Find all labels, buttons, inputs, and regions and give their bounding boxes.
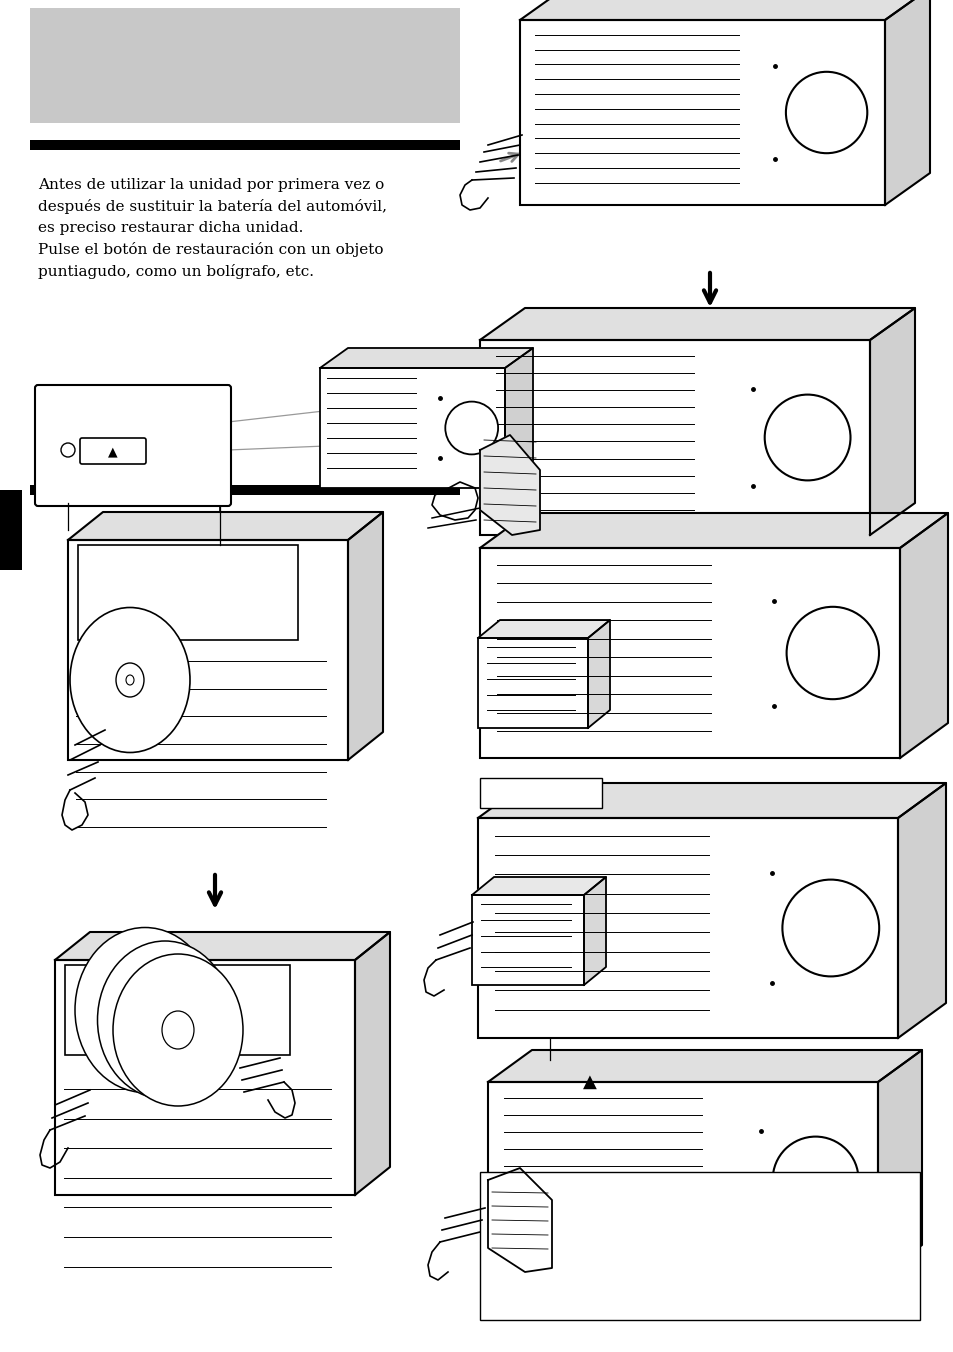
Polygon shape [479, 308, 914, 339]
FancyBboxPatch shape [35, 385, 231, 506]
Text: Antes de utilizar la unidad por primera vez o
después de sustituir la batería de: Antes de utilizar la unidad por primera … [38, 178, 387, 280]
Bar [78, 545, 297, 639]
Bar [65, 965, 290, 1055]
Polygon shape [348, 512, 382, 760]
Polygon shape [55, 932, 390, 960]
Polygon shape [488, 1168, 552, 1272]
Polygon shape [355, 932, 390, 1195]
Polygon shape [877, 1051, 921, 1278]
Polygon shape [479, 512, 947, 548]
Ellipse shape [70, 607, 190, 753]
Polygon shape [488, 1051, 921, 1082]
Circle shape [445, 402, 497, 454]
Polygon shape [504, 347, 533, 488]
Polygon shape [884, 0, 929, 206]
Polygon shape [472, 877, 605, 895]
Bar [519, 20, 884, 206]
Circle shape [61, 443, 75, 457]
Polygon shape [319, 347, 533, 368]
Circle shape [785, 72, 866, 153]
Polygon shape [477, 621, 609, 638]
Text: ▲: ▲ [108, 446, 117, 458]
Polygon shape [897, 783, 945, 1038]
Bar [68, 539, 348, 760]
Polygon shape [899, 512, 947, 758]
Circle shape [772, 1137, 858, 1222]
Bar [30, 485, 459, 495]
Bar [55, 960, 355, 1195]
FancyBboxPatch shape [80, 438, 146, 464]
Ellipse shape [112, 955, 243, 1106]
Ellipse shape [126, 675, 133, 685]
Circle shape [786, 607, 878, 699]
Polygon shape [583, 877, 605, 986]
Polygon shape [479, 435, 539, 535]
Bar [472, 895, 583, 986]
Bar [479, 1172, 919, 1320]
Bar [30, 8, 459, 123]
Bar [479, 548, 899, 758]
Circle shape [781, 880, 879, 976]
Bar [479, 777, 601, 808]
Ellipse shape [149, 1000, 181, 1038]
Ellipse shape [162, 1011, 193, 1049]
Polygon shape [869, 308, 914, 535]
Polygon shape [519, 0, 929, 20]
Bar [319, 368, 504, 488]
Bar [0, 489, 22, 571]
Bar [477, 638, 587, 727]
Ellipse shape [75, 927, 214, 1092]
Polygon shape [68, 512, 382, 539]
Bar [488, 1082, 877, 1278]
Polygon shape [477, 783, 945, 818]
Ellipse shape [116, 662, 144, 698]
Text: ▲: ▲ [582, 1073, 597, 1091]
Ellipse shape [97, 941, 233, 1099]
Bar [30, 141, 459, 150]
Circle shape [764, 395, 850, 480]
Bar [479, 339, 869, 535]
Ellipse shape [129, 991, 161, 1029]
Polygon shape [587, 621, 609, 727]
Bar [477, 818, 897, 1038]
